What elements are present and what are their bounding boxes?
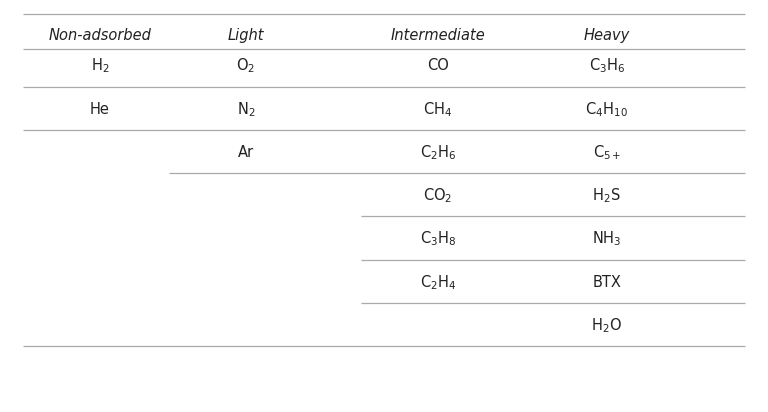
Text: N$_2$: N$_2$ [237,100,255,119]
Text: CO$_2$: CO$_2$ [423,186,452,205]
Text: CH$_4$: CH$_4$ [423,100,452,119]
Text: C$_{5+}$: C$_{5+}$ [593,143,621,162]
Text: Non-adsorbed: Non-adsorbed [48,28,151,42]
Text: O$_2$: O$_2$ [237,56,255,75]
Text: H$_2$: H$_2$ [91,56,109,75]
Text: Ar: Ar [238,145,253,160]
Text: C$_3$H$_6$: C$_3$H$_6$ [588,56,625,75]
Text: Intermediate: Intermediate [390,28,485,42]
Text: C$_3$H$_8$: C$_3$H$_8$ [419,229,456,248]
Text: NH$_3$: NH$_3$ [592,229,621,248]
Text: H$_2$O: H$_2$O [591,316,622,335]
Text: C$_2$H$_6$: C$_2$H$_6$ [419,143,456,162]
Text: Light: Light [227,28,264,42]
Text: CO: CO [427,59,449,73]
Text: C$_4$H$_{10}$: C$_4$H$_{10}$ [585,100,628,119]
Text: Heavy: Heavy [584,28,630,42]
Text: He: He [90,102,110,117]
Text: BTX: BTX [592,275,621,290]
Text: C$_2$H$_4$: C$_2$H$_4$ [419,273,456,292]
Text: H$_2$S: H$_2$S [592,186,621,205]
